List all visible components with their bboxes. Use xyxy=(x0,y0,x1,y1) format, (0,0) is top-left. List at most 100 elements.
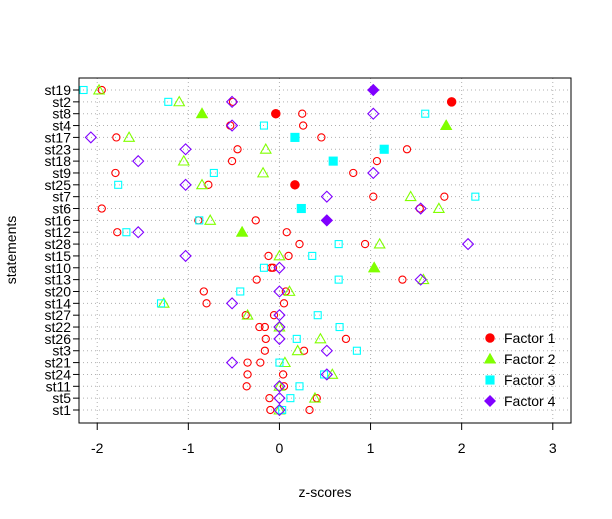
x-tick-label: 3 xyxy=(549,440,557,456)
data-point-series-3 xyxy=(334,275,343,284)
y-tick-label: st21 xyxy=(45,355,72,371)
data-point-series-2 xyxy=(308,391,322,403)
data-point-series-3 xyxy=(236,287,245,296)
data-point-series-2 xyxy=(256,166,270,178)
distinguishing-point-series-1 xyxy=(271,108,281,119)
data-point-series-2 xyxy=(204,214,217,225)
data-point-series-2 xyxy=(177,154,190,166)
data-point-series-3 xyxy=(79,85,88,95)
y-tick-label: st25 xyxy=(45,177,72,193)
data-point-series-1 xyxy=(349,168,358,178)
data-point-series-1 xyxy=(372,156,382,166)
data-point-series-4 xyxy=(273,380,286,393)
legend-item-factor-4: Factor 4 xyxy=(484,393,556,409)
data-point-series-2 xyxy=(92,83,106,95)
y-tick-label: st17 xyxy=(45,129,72,145)
legend-symbol xyxy=(483,352,497,364)
data-point-series-1 xyxy=(233,145,242,154)
y-tick-label: st24 xyxy=(45,366,72,382)
data-point-series-3 xyxy=(335,322,344,332)
data-point-series-4 xyxy=(179,249,192,263)
data-point-series-1 xyxy=(202,299,211,308)
y-tick-label: st14 xyxy=(45,295,72,311)
y-tick-label: st23 xyxy=(45,141,72,157)
data-point-series-4 xyxy=(461,237,475,251)
data-point-series-1 xyxy=(279,299,289,308)
data-point-series-4 xyxy=(273,285,286,298)
data-point-series-1 xyxy=(398,275,407,284)
x-tick-label: 1 xyxy=(367,440,375,456)
data-point-series-1 xyxy=(97,204,106,213)
data-point-series-3 xyxy=(334,240,343,249)
y-tick-label: st3 xyxy=(52,343,71,359)
data-point-series-4 xyxy=(84,131,98,144)
data-point-series-4 xyxy=(273,261,286,274)
data-point-series-4 xyxy=(179,143,192,156)
y-tick-label: st28 xyxy=(45,236,72,252)
distinguishing-point-series-2 xyxy=(368,261,381,273)
distinguishing-point-series-2 xyxy=(440,119,453,131)
y-tick-label: st20 xyxy=(45,283,72,299)
data-point-series-4 xyxy=(320,368,334,381)
data-point-series-1 xyxy=(256,358,265,367)
marks-layer xyxy=(79,83,480,417)
data-point-series-2 xyxy=(373,237,386,249)
data-point-series-3 xyxy=(286,394,295,403)
data-point-series-3 xyxy=(259,263,269,272)
data-point-series-1 xyxy=(265,393,274,403)
data-point-series-1 xyxy=(268,263,278,272)
data-point-series-1 xyxy=(284,251,293,261)
distinguishing-point-series-1 xyxy=(290,180,300,190)
data-point-series-1 xyxy=(112,133,121,142)
data-point-series-1 xyxy=(111,168,120,178)
data-point-series-4 xyxy=(320,190,334,203)
data-point-series-1 xyxy=(298,121,308,130)
distinguishing-point-series-3 xyxy=(379,144,389,154)
data-point-series-1 xyxy=(278,370,288,379)
data-point-series-2 xyxy=(122,131,136,142)
y-tick-label: st10 xyxy=(45,260,72,276)
data-point-series-4 xyxy=(225,95,239,109)
data-point-series-1 xyxy=(295,239,304,249)
legend-label: Factor 3 xyxy=(504,372,556,388)
data-point-series-2 xyxy=(259,142,272,154)
data-point-series-1 xyxy=(255,322,264,332)
y-tick-label: st18 xyxy=(45,153,72,169)
data-point-series-1 xyxy=(199,287,208,296)
data-point-series-3 xyxy=(156,299,166,308)
legend-symbol xyxy=(484,395,496,407)
data-point-series-1 xyxy=(264,251,273,261)
data-point-series-2 xyxy=(173,95,186,107)
y-tick-label: st15 xyxy=(45,248,72,264)
data-point-series-4 xyxy=(132,226,145,239)
data-point-series-2 xyxy=(326,368,339,379)
data-point-series-3 xyxy=(164,97,173,106)
data-point-series-3 xyxy=(320,370,329,379)
y-tick-label: st12 xyxy=(45,224,72,240)
data-point-series-3 xyxy=(471,192,480,201)
data-point-series-1 xyxy=(243,370,252,379)
data-point-series-2 xyxy=(278,356,292,368)
y-tick-label: st19 xyxy=(45,82,72,98)
y-tick-label: st2 xyxy=(52,94,71,110)
data-point-series-1 xyxy=(252,275,261,284)
data-point-series-2 xyxy=(314,332,327,344)
y-tick-label: st16 xyxy=(45,212,72,228)
data-point-series-1 xyxy=(341,334,351,344)
distinguishing-point-series-2 xyxy=(235,225,249,237)
data-point-series-3 xyxy=(259,121,269,130)
data-point-series-3 xyxy=(195,216,204,225)
y-axis-title: statements xyxy=(3,216,19,284)
y-tick-label: st1 xyxy=(52,402,71,418)
data-point-series-3 xyxy=(114,180,123,189)
x-tick-label: -2 xyxy=(91,440,104,456)
data-point-series-1 xyxy=(242,382,251,391)
legend-item-factor-1: Factor 1 xyxy=(485,330,556,346)
x-tick-label: 0 xyxy=(276,440,284,456)
data-point-series-4 xyxy=(367,166,380,180)
distinguishing-point-series-4 xyxy=(320,214,333,227)
data-point-series-3 xyxy=(313,311,322,320)
y-tick-label: st22 xyxy=(45,319,72,335)
data-point-series-1 xyxy=(305,405,314,415)
